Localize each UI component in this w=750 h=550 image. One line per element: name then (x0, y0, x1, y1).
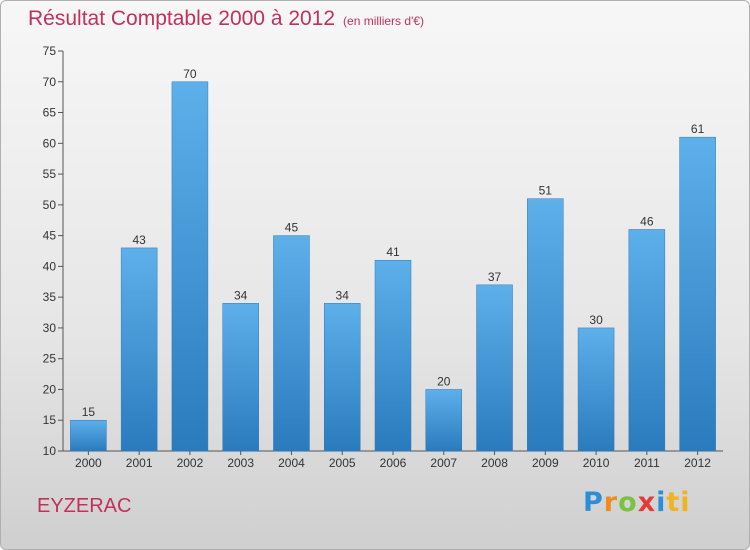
commune-name: EYZERAC (37, 495, 132, 517)
logo-letter: o (618, 487, 638, 518)
logo-letter: r (603, 487, 619, 518)
logo-letter: i (656, 487, 667, 518)
x-tick-label: 2000 (75, 456, 102, 470)
chart-subtitle: (en milliers d'€) (343, 14, 425, 28)
x-tick-label: 2001 (126, 456, 153, 470)
y-tick-label: 65 (43, 106, 57, 120)
bar-2004 (273, 235, 310, 452)
y-tick-label: 70 (43, 75, 57, 89)
chart-title: Résultat Comptable 2000 à 2012 (en millie… (28, 7, 424, 31)
y-tick-label: 50 (43, 198, 57, 212)
logo-letter: ti (666, 487, 691, 518)
y-tick-label: 60 (43, 136, 57, 150)
y-tick-label: 40 (43, 259, 57, 273)
y-tick-label: 75 (43, 44, 57, 58)
data-label: 20 (437, 374, 451, 388)
data-label: 51 (539, 184, 553, 198)
y-tick-label: 30 (43, 321, 57, 335)
data-label: 43 (132, 233, 146, 247)
data-label: 46 (640, 214, 654, 228)
data-label: 30 (589, 313, 603, 327)
bar-2001 (120, 247, 158, 452)
x-tick-label: 2006 (380, 456, 407, 470)
y-tick-label: 15 (43, 413, 57, 427)
data-label: 34 (234, 288, 248, 302)
logo-letter: P (583, 487, 604, 518)
proxiti-logo: Proxiti (583, 487, 691, 518)
bar-2011 (628, 229, 666, 452)
y-tick-label: 55 (43, 167, 57, 181)
bar-2005 (323, 303, 361, 452)
y-tick-label: 25 (43, 352, 57, 366)
x-tick-label: 2007 (430, 456, 457, 470)
x-tick-label: 2010 (583, 456, 610, 470)
x-tick-label: 2005 (329, 456, 356, 470)
data-label: 61 (691, 122, 705, 136)
x-tick-label: 2011 (634, 456, 660, 470)
title-text: Résultat Comptable 2000 à 2012 (28, 7, 336, 30)
data-label: 70 (183, 67, 197, 81)
bars: 15 43 70 34 45 34 41 20 37 51 30 46 61 (70, 67, 716, 452)
y-tick-label: 20 (43, 382, 57, 396)
data-label: 37 (488, 270, 502, 284)
data-label: 45 (285, 221, 299, 235)
logo-letter: x (637, 487, 657, 518)
bar-2002 (171, 81, 209, 452)
x-tick-label: 2009 (532, 456, 559, 470)
x-tick-label: 2004 (278, 456, 305, 470)
bar-2010 (577, 327, 615, 452)
x-tick-label: 2002 (177, 456, 204, 470)
y-tick-label: 35 (43, 290, 57, 304)
y-tick-label: 10 (43, 444, 57, 458)
data-label: 15 (82, 405, 96, 419)
bar-2003 (222, 303, 259, 452)
y-tick-label: 45 (43, 229, 57, 243)
x-tick-label: 2008 (481, 456, 508, 470)
bar-2008 (476, 284, 513, 452)
bar-2000 (70, 419, 107, 452)
bar-2009 (527, 198, 564, 452)
data-label: 41 (386, 245, 400, 259)
bar-2006 (374, 259, 412, 452)
bar-2012 (679, 136, 716, 452)
x-tick-label: 2003 (227, 456, 254, 470)
bar-2007 (425, 389, 463, 452)
x-tick-label: 2012 (684, 456, 711, 470)
data-label: 34 (336, 288, 350, 302)
